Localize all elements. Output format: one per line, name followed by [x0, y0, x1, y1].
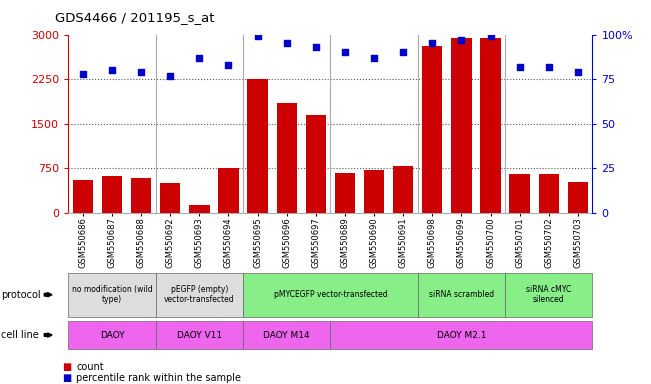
Point: [485, 33, 495, 40]
Point: [427, 40, 437, 46]
Text: siRNA cMYC
silenced: siRNA cMYC silenced: [526, 285, 572, 305]
Bar: [160, 184, 180, 213]
Text: ■: ■: [62, 373, 71, 383]
Point: [281, 40, 292, 46]
Point: [398, 50, 408, 56]
Text: DAOY M2.1: DAOY M2.1: [437, 331, 486, 339]
Text: GDS4466 / 201195_s_at: GDS4466 / 201195_s_at: [55, 12, 215, 25]
Bar: [189, 205, 210, 213]
Bar: [102, 176, 122, 213]
Text: pMYCEGFP vector-transfected: pMYCEGFP vector-transfected: [273, 290, 387, 299]
Point: [544, 64, 554, 70]
Bar: [335, 173, 355, 213]
Bar: [218, 169, 239, 213]
Point: [369, 55, 380, 61]
Bar: [538, 174, 559, 213]
Text: siRNA scrambled: siRNA scrambled: [429, 290, 494, 299]
Text: percentile rank within the sample: percentile rank within the sample: [76, 373, 241, 383]
Text: protocol: protocol: [1, 290, 41, 300]
Point: [253, 33, 263, 40]
Text: DAOY V11: DAOY V11: [177, 331, 222, 339]
Bar: [131, 178, 151, 213]
Bar: [393, 166, 413, 213]
Point: [223, 62, 234, 68]
Text: ■: ■: [62, 362, 71, 372]
Text: DAOY M14: DAOY M14: [264, 331, 310, 339]
Text: count: count: [76, 362, 104, 372]
Text: no modification (wild
type): no modification (wild type): [72, 285, 152, 305]
Bar: [510, 174, 530, 213]
Bar: [364, 170, 384, 213]
Point: [456, 37, 467, 43]
Bar: [73, 180, 93, 213]
Bar: [277, 103, 297, 213]
Bar: [480, 38, 501, 213]
Bar: [568, 182, 588, 213]
Bar: [451, 38, 471, 213]
Point: [136, 69, 146, 75]
Bar: [305, 115, 326, 213]
Point: [340, 50, 350, 56]
Point: [194, 55, 204, 61]
Bar: [422, 46, 443, 213]
Text: pEGFP (empty)
vector-transfected: pEGFP (empty) vector-transfected: [164, 285, 234, 305]
Point: [77, 71, 88, 77]
Point: [165, 73, 176, 79]
Point: [573, 69, 583, 75]
Text: DAOY: DAOY: [100, 331, 124, 339]
Point: [107, 67, 117, 73]
Text: cell line: cell line: [1, 330, 39, 340]
Bar: [247, 79, 268, 213]
Point: [311, 44, 321, 50]
Point: [514, 64, 525, 70]
